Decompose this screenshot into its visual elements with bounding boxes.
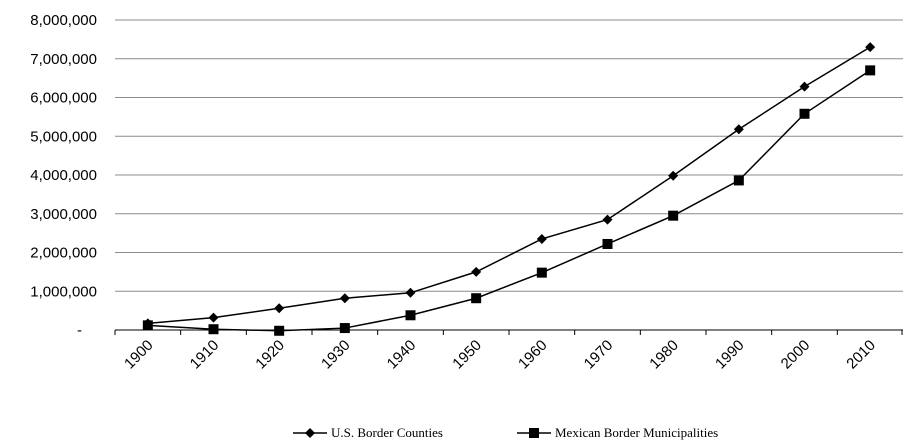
x-tick-label: 2010 <box>843 337 879 373</box>
data-point <box>799 81 810 92</box>
x-tick-label: 2000 <box>778 337 814 373</box>
x-tick-label: 1950 <box>449 337 485 373</box>
data-point <box>536 233 547 244</box>
x-axis: 1900 1910 1920 1930 1940 1950 1960 1970 1980 1990… <box>114 330 903 373</box>
y-tick-label: 5,000,000 <box>30 128 97 145</box>
data-point <box>405 310 416 321</box>
legend-label: U.S. Border Counties <box>331 425 443 440</box>
data-point <box>865 65 876 76</box>
data-point <box>471 293 482 304</box>
data-point <box>733 124 744 135</box>
x-tick-label: 1920 <box>252 337 288 373</box>
data-point <box>865 42 876 53</box>
data-point <box>602 214 613 225</box>
y-tick-label: 1,000,000 <box>30 283 97 300</box>
series-line <box>147 69 871 332</box>
x-tick-label: 1900 <box>121 337 157 373</box>
legend-item-2: Mexican Border Municipalities <box>517 425 718 440</box>
data-point <box>668 170 679 181</box>
data-point <box>668 210 679 221</box>
y-tick-label: 7,000,000 <box>30 51 97 68</box>
data-point <box>274 325 285 336</box>
data-point <box>208 324 219 335</box>
data-point <box>799 108 810 119</box>
x-tick-label: 1960 <box>515 337 551 373</box>
data-point <box>471 266 482 277</box>
gridlines <box>115 19 903 331</box>
y-tick-label: 8,000,000 <box>30 12 97 29</box>
legend-marker <box>305 428 315 438</box>
data-point <box>536 267 547 278</box>
y-tick-label: 3,000,000 <box>30 206 97 223</box>
y-tick-label: 2,000,000 <box>30 245 97 262</box>
y-tick-label: - <box>77 322 82 339</box>
data-point <box>274 303 285 314</box>
x-tick-label: 1930 <box>318 337 354 373</box>
data-point <box>339 293 350 304</box>
data-point <box>142 320 153 331</box>
x-tick-label: 1910 <box>187 337 223 373</box>
x-tick-label: 1980 <box>646 337 682 373</box>
data-point <box>405 287 416 298</box>
legend-marker <box>529 428 539 438</box>
legend: U.S. Border Counties Mexican Border Munic… <box>293 425 718 440</box>
series-2 <box>142 65 876 336</box>
series-line <box>147 46 871 325</box>
legend-item-1: U.S. Border Counties <box>293 425 443 440</box>
x-tick-label: 1940 <box>384 337 420 373</box>
data-point <box>602 238 613 249</box>
x-tick-label: 1990 <box>712 337 748 373</box>
y-axis: - 1,000,000 2,000,000 3,000,000 4,000,000 5,0… <box>30 12 97 339</box>
legend-label: Mexican Border Municipalities <box>555 425 718 440</box>
data-point <box>733 175 744 186</box>
y-tick-label: 6,000,000 <box>30 90 97 107</box>
data-point <box>208 312 219 323</box>
x-tick-label: 1970 <box>581 337 617 373</box>
data-point <box>339 323 350 334</box>
series-group <box>142 42 876 336</box>
y-tick-label: 4,000,000 <box>30 167 97 184</box>
